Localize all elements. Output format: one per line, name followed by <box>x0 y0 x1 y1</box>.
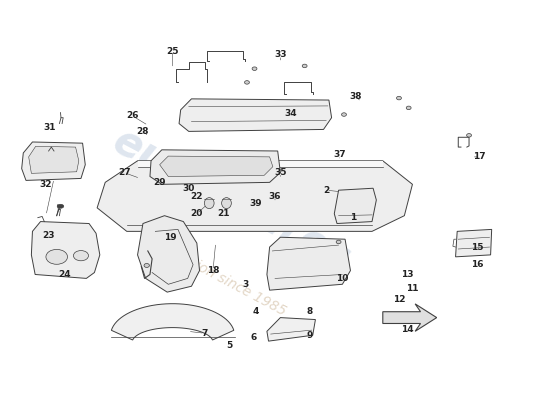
Ellipse shape <box>342 113 346 116</box>
Ellipse shape <box>302 64 307 68</box>
Text: 4: 4 <box>253 307 259 316</box>
Text: 12: 12 <box>393 296 405 304</box>
Text: 29: 29 <box>153 178 166 187</box>
Text: 33: 33 <box>274 50 287 60</box>
Polygon shape <box>150 150 280 184</box>
Text: 7: 7 <box>202 329 208 338</box>
Polygon shape <box>97 161 412 231</box>
Polygon shape <box>21 142 85 180</box>
Text: 15: 15 <box>471 242 483 252</box>
Polygon shape <box>160 156 273 176</box>
Text: 36: 36 <box>269 192 281 200</box>
Ellipse shape <box>222 198 232 209</box>
Text: 19: 19 <box>163 233 176 242</box>
Ellipse shape <box>406 106 411 110</box>
Polygon shape <box>29 146 79 173</box>
Text: 25: 25 <box>166 46 179 56</box>
Ellipse shape <box>397 96 402 100</box>
Polygon shape <box>138 161 383 167</box>
Polygon shape <box>138 216 200 292</box>
Text: 16: 16 <box>471 260 483 269</box>
Text: 28: 28 <box>137 127 149 136</box>
Ellipse shape <box>336 240 341 244</box>
Text: 24: 24 <box>58 270 71 279</box>
Text: 11: 11 <box>406 284 419 293</box>
Polygon shape <box>455 230 492 257</box>
Text: 10: 10 <box>336 274 349 283</box>
Text: 22: 22 <box>191 192 203 200</box>
Text: 39: 39 <box>250 200 262 208</box>
Text: eurospares: eurospares <box>106 120 358 280</box>
Text: 32: 32 <box>40 180 52 189</box>
Text: 14: 14 <box>401 325 414 334</box>
Text: 27: 27 <box>118 168 130 177</box>
Text: 38: 38 <box>350 92 362 101</box>
Text: a passion since 1985: a passion since 1985 <box>153 238 289 319</box>
Polygon shape <box>111 304 234 340</box>
Polygon shape <box>383 304 437 331</box>
Polygon shape <box>334 188 376 224</box>
Text: 26: 26 <box>126 111 139 120</box>
Text: 6: 6 <box>250 333 256 342</box>
Polygon shape <box>267 237 350 290</box>
Ellipse shape <box>73 250 89 261</box>
Polygon shape <box>267 318 315 341</box>
Text: 37: 37 <box>333 150 346 160</box>
Ellipse shape <box>144 264 150 268</box>
Ellipse shape <box>252 67 257 70</box>
Text: 2: 2 <box>323 186 329 195</box>
Ellipse shape <box>245 81 249 84</box>
Text: 3: 3 <box>242 280 249 289</box>
Ellipse shape <box>205 198 214 209</box>
Text: 30: 30 <box>183 184 195 193</box>
Text: 18: 18 <box>207 266 219 275</box>
Text: 35: 35 <box>274 168 287 177</box>
Text: 1: 1 <box>350 213 356 222</box>
Text: 8: 8 <box>307 307 313 316</box>
Text: 9: 9 <box>307 331 313 340</box>
Ellipse shape <box>46 249 68 264</box>
Ellipse shape <box>466 134 471 137</box>
Text: 17: 17 <box>474 152 486 161</box>
Ellipse shape <box>57 204 64 208</box>
Text: 31: 31 <box>43 123 56 132</box>
Text: 5: 5 <box>226 340 232 350</box>
Polygon shape <box>31 222 100 278</box>
Text: 34: 34 <box>285 109 298 118</box>
Text: 21: 21 <box>218 209 230 218</box>
Text: 13: 13 <box>401 270 413 279</box>
Text: 20: 20 <box>191 209 203 218</box>
Polygon shape <box>179 99 332 131</box>
Text: 23: 23 <box>42 231 55 240</box>
